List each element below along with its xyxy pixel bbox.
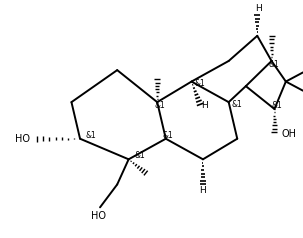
Text: &1: &1 [269,60,279,69]
Text: HO: HO [91,211,106,221]
Text: H: H [200,186,206,195]
Text: H: H [255,4,262,13]
Text: &1: &1 [86,131,96,140]
Text: H: H [201,101,208,110]
Text: &1: &1 [163,131,174,140]
Text: &1: &1 [154,101,165,110]
Text: &1: &1 [271,101,282,110]
Text: &1: &1 [195,79,205,88]
Text: &1: &1 [231,100,242,109]
Text: &1: &1 [134,151,145,160]
Text: HO: HO [15,134,30,144]
Text: OH: OH [281,129,297,139]
